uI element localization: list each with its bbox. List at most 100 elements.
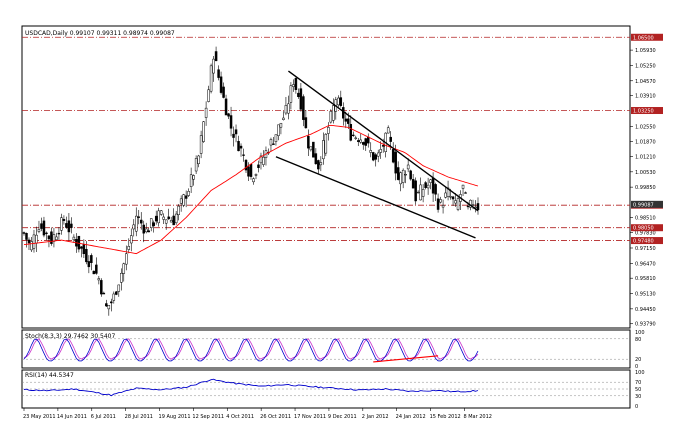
candle-body (232, 133, 235, 138)
y-tick-label: 1.03910 (635, 94, 656, 100)
candle-body (451, 196, 455, 200)
level-label-box (631, 224, 663, 232)
candle-body (42, 220, 46, 236)
date-axis: 23 May 2011 14 Jun 2011 6 Jul 2011 28 Jul 2… (23, 408, 492, 420)
y-tick-label: 1.05930 (635, 48, 656, 54)
y-tick-label: 0.97830 (635, 231, 656, 237)
wedge-trendlines (275, 70, 479, 239)
candle-body (354, 137, 358, 139)
candle-body (429, 179, 432, 183)
candle-body (199, 135, 203, 154)
candle-body (249, 163, 253, 177)
candle-body (269, 139, 273, 146)
candle-body (461, 184, 465, 189)
candle-body (317, 160, 320, 170)
candle-body (252, 178, 255, 183)
y-tick-label: 1.01210 (635, 154, 656, 160)
candle-body (142, 224, 145, 234)
candle-body (25, 233, 28, 240)
candle-body (279, 122, 283, 128)
candle-body (239, 145, 243, 149)
candle-body (90, 255, 93, 263)
symbol-info: USDCAD,Daily 0.99107 0.99311 0.98974 0.9… (25, 30, 175, 37)
candle-body (304, 117, 308, 129)
stoch-divergence-line (373, 355, 439, 363)
x-tick-label: 26 Oct 2011 (260, 414, 291, 420)
x-tick-label: 12 Sep 2011 (192, 414, 224, 420)
candle-body (302, 96, 305, 120)
candle-body (359, 139, 363, 143)
candle-body (262, 156, 265, 165)
level-label: 0.97480 (633, 239, 654, 245)
candle-body (92, 270, 96, 275)
candle-body (376, 152, 380, 157)
candle-body (174, 213, 178, 224)
level-label: 0.98050 (633, 226, 654, 232)
candle-body (314, 153, 318, 165)
y-tick-label: 0.97150 (635, 246, 656, 252)
candle-body (224, 98, 228, 116)
stoch-tick-label: 80 (635, 337, 641, 343)
candle-body (401, 169, 405, 183)
rsi-info: RSI(14) 44.5347 (25, 372, 74, 379)
candle-body (97, 278, 101, 281)
stoch-signal-line (23, 338, 479, 360)
candle-body (82, 244, 86, 255)
candle-body (324, 133, 328, 154)
candle-body (419, 184, 422, 201)
candle-body (22, 232, 26, 234)
candle-body (444, 192, 447, 198)
x-tick-label: 8 Mar 2012 (463, 414, 492, 420)
candle-body (394, 151, 397, 174)
candle-body (164, 219, 168, 224)
candle-body (329, 111, 333, 123)
candle-body (381, 145, 385, 147)
candle-body (139, 219, 143, 224)
candle-body (282, 117, 285, 120)
panel-frames (21, 25, 631, 409)
candle-body (406, 164, 410, 170)
candle-body (254, 174, 258, 176)
candle-body (319, 162, 323, 166)
stoch-panel-frame (21, 329, 631, 369)
y-tick-label: 0.94450 (635, 307, 656, 313)
current-price-box (631, 200, 663, 208)
x-tick-label: 17 Nov 2011 (294, 414, 326, 420)
candle-body (309, 146, 313, 151)
candle-body (169, 220, 173, 223)
candle-body (294, 78, 298, 90)
candle-body (192, 175, 195, 180)
candle-body (312, 141, 315, 158)
y-tick-label: 0.98510 (635, 215, 656, 221)
y-tick-label: 0.96470 (635, 261, 656, 267)
level-label: 1.06500 (633, 35, 654, 41)
candle-body (449, 196, 452, 198)
candle-body (189, 174, 193, 187)
candle-body (35, 234, 38, 244)
candle-body (327, 127, 330, 134)
candle-body (149, 218, 153, 228)
candle-body (421, 189, 425, 197)
x-tick-label: 2 Jan 2012 (362, 414, 389, 420)
candle-body (95, 264, 98, 274)
candle-body (57, 232, 61, 235)
x-tick-label: 6 Jul 2011 (91, 414, 116, 420)
candle-body (337, 97, 340, 106)
rsi-tick-label: 30 (635, 394, 641, 400)
candle-body (416, 191, 420, 194)
candle-body (40, 223, 43, 229)
y-tick-label: 1.04570 (635, 79, 656, 85)
candle-body (362, 142, 365, 145)
candle-body (77, 235, 81, 250)
candle-body (85, 248, 88, 263)
candle-body (352, 134, 355, 137)
candle-body (50, 231, 53, 244)
candle-body (47, 235, 51, 240)
candle-body (197, 155, 200, 164)
candle-body (357, 140, 360, 142)
candle-body (177, 205, 180, 215)
candle-body (371, 152, 375, 161)
x-tick-label: 24 Jan 2012 (396, 414, 426, 420)
rsi-line (23, 378, 479, 397)
